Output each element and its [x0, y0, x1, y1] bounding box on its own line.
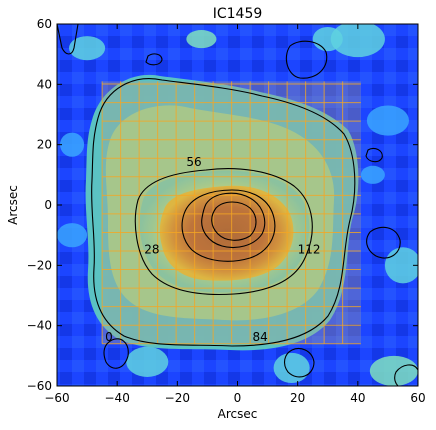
background-blob [57, 223, 88, 248]
background-blob [186, 30, 217, 49]
y-tick-label: 0 [44, 198, 52, 212]
contour-blob [57, 24, 79, 55]
background-blob [360, 165, 385, 184]
x-axis: −60 −40 −20 0 20 40 60 [44, 24, 426, 405]
grid-cell-label: 84 [253, 330, 268, 344]
y-tick-label: 40 [37, 77, 52, 91]
contour-blob [366, 226, 401, 259]
y-tick-label: 20 [37, 138, 52, 152]
grid-overlay [101, 81, 361, 345]
x-tick-label: 40 [350, 391, 365, 405]
grid-cell-labels: 56 28 112 0 84 [105, 155, 320, 344]
contour-blob [283, 347, 315, 378]
heatmap-area: 56 28 112 0 84 [57, 24, 418, 386]
contour-level-4 [201, 192, 266, 249]
x-tick-label: 60 [410, 391, 425, 405]
contour-blob [103, 338, 129, 369]
background-blob [126, 346, 169, 377]
x-tick-label: −40 [105, 391, 130, 405]
background-blob [366, 105, 409, 136]
contour-blob [145, 53, 163, 66]
background-blob [369, 355, 418, 386]
grid-cell-label: 112 [298, 242, 321, 256]
background-blob [330, 24, 385, 58]
y-tick-label: −60 [27, 379, 52, 393]
background-blob [273, 352, 310, 383]
core-emission [159, 185, 294, 281]
y-axis: −60 −40 −20 0 20 40 60 [27, 17, 418, 393]
contour-level-3 [181, 189, 276, 262]
x-tick-label: −20 [165, 391, 190, 405]
x-axis-label: Arcsec [218, 407, 258, 421]
contour-outer [91, 78, 356, 347]
background-blob [384, 247, 418, 284]
grid-cell-label: 28 [144, 242, 159, 256]
y-tick-label: −20 [27, 258, 52, 272]
chart-title: IC1459 [213, 6, 263, 22]
background-blob [60, 132, 85, 157]
y-tick-label: 60 [37, 17, 52, 31]
y-tick-label: −40 [27, 319, 52, 333]
background-blob [69, 36, 106, 61]
contour-level-2 [134, 168, 313, 295]
contour-blob [285, 40, 328, 79]
x-tick-label: −60 [44, 391, 69, 405]
y-axis-label: Arcsec [6, 185, 20, 225]
contour-blob [365, 147, 383, 163]
x-tick-label: 20 [290, 391, 305, 405]
background-blob [312, 27, 343, 52]
contours [57, 24, 418, 386]
grid-cell-label: 56 [186, 155, 201, 169]
background-blobs [57, 24, 418, 386]
contour-level-5 [211, 201, 257, 241]
x-tick-label: 0 [234, 391, 242, 405]
contour-blob [394, 364, 418, 386]
grid-cell-label: 0 [105, 330, 113, 344]
